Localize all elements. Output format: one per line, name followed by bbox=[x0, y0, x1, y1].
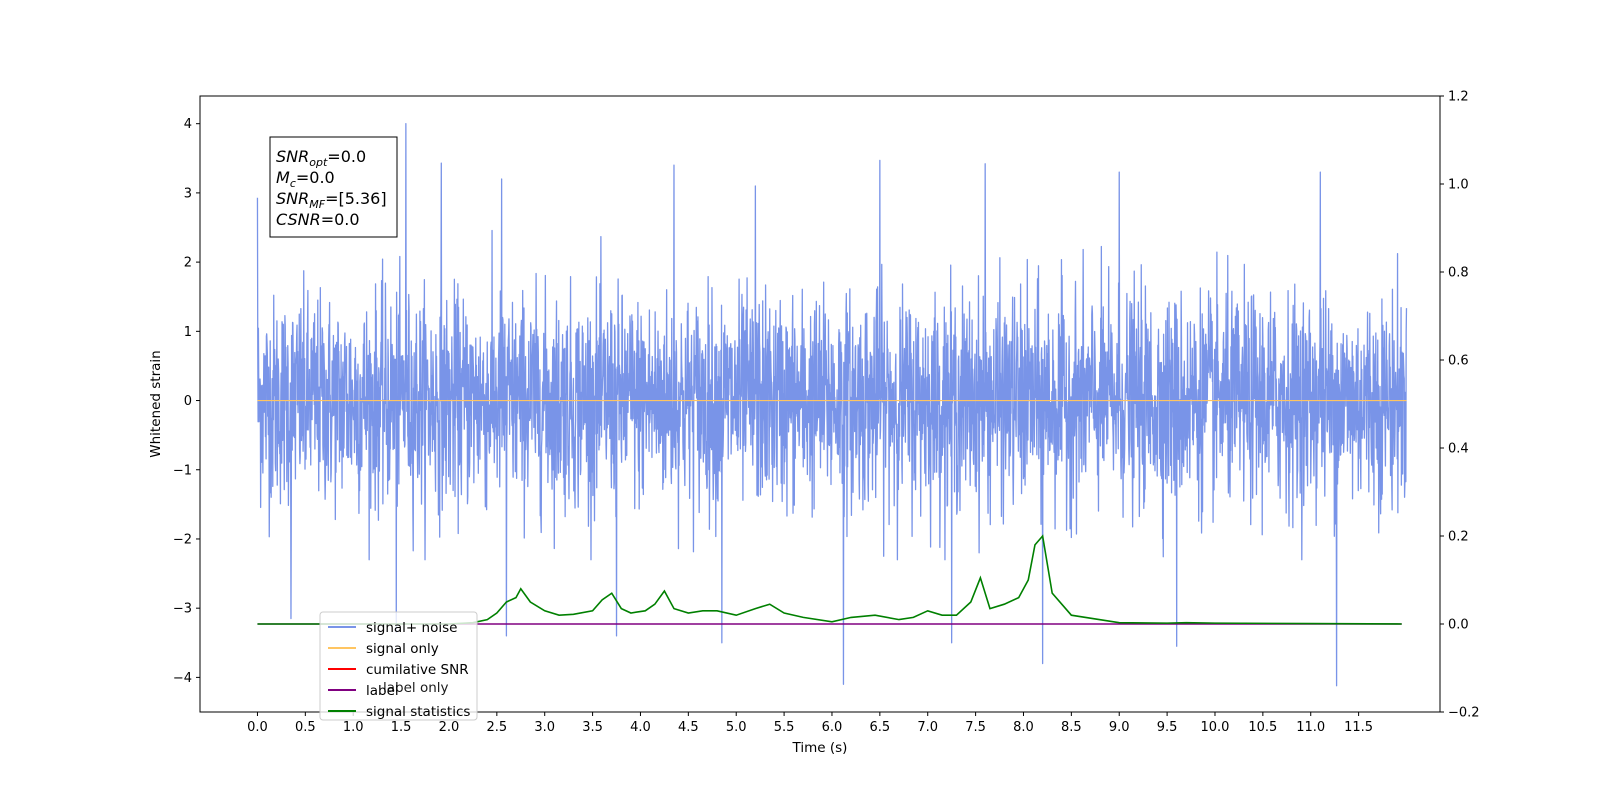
info-line: Mc=0.0 bbox=[276, 168, 335, 190]
legend: label only signal+ noise signal only cumila… bbox=[319, 611, 478, 721]
legend-label: signal+ noise bbox=[366, 620, 457, 636]
legend-label: label bbox=[366, 683, 399, 699]
x-tick-label: 11.0 bbox=[1296, 720, 1325, 735]
y-tick-label: 1 bbox=[184, 325, 192, 340]
plot-frame bbox=[199, 95, 1441, 713]
info-line: SNRopt=0.0 bbox=[276, 147, 366, 169]
y2-tick-label: 0.6 bbox=[1448, 354, 1469, 369]
x-tick-label: 5.5 bbox=[774, 720, 795, 735]
x-tick-label: 7.5 bbox=[965, 720, 986, 735]
y-tick-label: −3 bbox=[173, 602, 192, 617]
series-layer bbox=[256, 123, 1408, 687]
info-line: CSNR=0.0 bbox=[276, 210, 360, 229]
x-tick-label: 4.0 bbox=[630, 720, 651, 735]
y-tick-label: −1 bbox=[173, 463, 192, 478]
y-axis-right: −0.2 0.0 0.2 0.4 0.6 0.8 1.0 1.2 bbox=[1440, 90, 1480, 721]
y-tick-label: 0 bbox=[184, 394, 192, 409]
x-tick-label: 9.5 bbox=[1157, 720, 1178, 735]
y2-tick-label: 1.0 bbox=[1448, 178, 1469, 193]
info-line-value: =0.0 bbox=[296, 168, 335, 187]
x-tick-label: 2.0 bbox=[439, 720, 460, 735]
legend-label: signal statistics bbox=[366, 704, 470, 720]
x-tick-label: 6.0 bbox=[822, 720, 843, 735]
x-tick-label: 8.0 bbox=[1013, 720, 1034, 735]
x-tick-label: 1.5 bbox=[391, 720, 412, 735]
legend-frame bbox=[319, 611, 478, 721]
x-tick-label: 3.0 bbox=[534, 720, 555, 735]
x-tick-label: 1.0 bbox=[343, 720, 364, 735]
series-signal-noise-line bbox=[256, 123, 1408, 687]
x-tick-label: 5.0 bbox=[726, 720, 747, 735]
legend-label: cumilative SNR bbox=[366, 662, 469, 678]
y2-tick-label: −0.2 bbox=[1448, 706, 1480, 721]
y-tick-label: 4 bbox=[184, 117, 192, 132]
info-line-subscript: MF bbox=[309, 198, 325, 211]
info-box-frame bbox=[269, 136, 398, 238]
x-tick-label: 4.5 bbox=[678, 720, 699, 735]
x-tick-label: 8.5 bbox=[1061, 720, 1082, 735]
y2-tick-label: 0.4 bbox=[1448, 442, 1469, 457]
y-tick-label: 3 bbox=[184, 186, 192, 201]
x-tick-label: 0.5 bbox=[295, 720, 316, 735]
info-line-symbol: SNR bbox=[276, 189, 309, 208]
x-tick-label: 3.5 bbox=[582, 720, 603, 735]
y-tick-label: −2 bbox=[173, 532, 192, 547]
x-tick-label: 0.0 bbox=[247, 720, 268, 735]
info-line-value: =[5.36] bbox=[325, 189, 387, 208]
info-line-symbol: SNR bbox=[276, 147, 309, 166]
x-tick-label: 11.5 bbox=[1344, 720, 1373, 735]
y2-tick-label: 0.2 bbox=[1448, 530, 1469, 545]
plot-area bbox=[200, 96, 1440, 712]
y-tick-label: 2 bbox=[184, 256, 192, 271]
y-axis-left: −4 −3 −2 −1 0 1 2 3 4 bbox=[173, 117, 200, 686]
x-tick-label: 6.5 bbox=[870, 720, 891, 735]
legend-label: signal only bbox=[366, 641, 439, 657]
series-signal-statistics-line bbox=[257, 534, 1402, 625]
x-axis: 0.0 0.5 1.0 1.5 2.0 2.5 3.0 3.5 4.0 4.5 5.0 5.5 6.0 6… bbox=[247, 712, 1373, 735]
x-tick-label: 9.0 bbox=[1109, 720, 1130, 735]
x-tick-label: 2.5 bbox=[486, 720, 507, 735]
y-tick-label: −4 bbox=[173, 671, 192, 686]
x-tick-label: 10.5 bbox=[1248, 720, 1277, 735]
info-line: SNRMF=[5.36] bbox=[276, 189, 387, 211]
info-line-subscript: opt bbox=[309, 156, 328, 169]
y2-tick-label: 1.2 bbox=[1448, 90, 1469, 105]
x-tick-label: 10.0 bbox=[1201, 720, 1230, 735]
x-tick-label: 7.0 bbox=[917, 720, 938, 735]
info-line-value: =0.0 bbox=[327, 147, 366, 166]
info-line-symbol: CSNR bbox=[276, 210, 321, 229]
y2-tick-label: 0.8 bbox=[1448, 266, 1469, 281]
info-line-subscript: c bbox=[290, 177, 296, 190]
y-axis-label: Whitened strain bbox=[148, 350, 164, 457]
x-axis-label: Time (s) bbox=[792, 740, 848, 756]
y2-tick-label: 0.0 bbox=[1448, 618, 1469, 633]
info-line-value: =0.0 bbox=[321, 210, 360, 229]
legend-hidden-label: label only bbox=[383, 680, 449, 696]
info-line-symbol: M bbox=[276, 168, 290, 187]
